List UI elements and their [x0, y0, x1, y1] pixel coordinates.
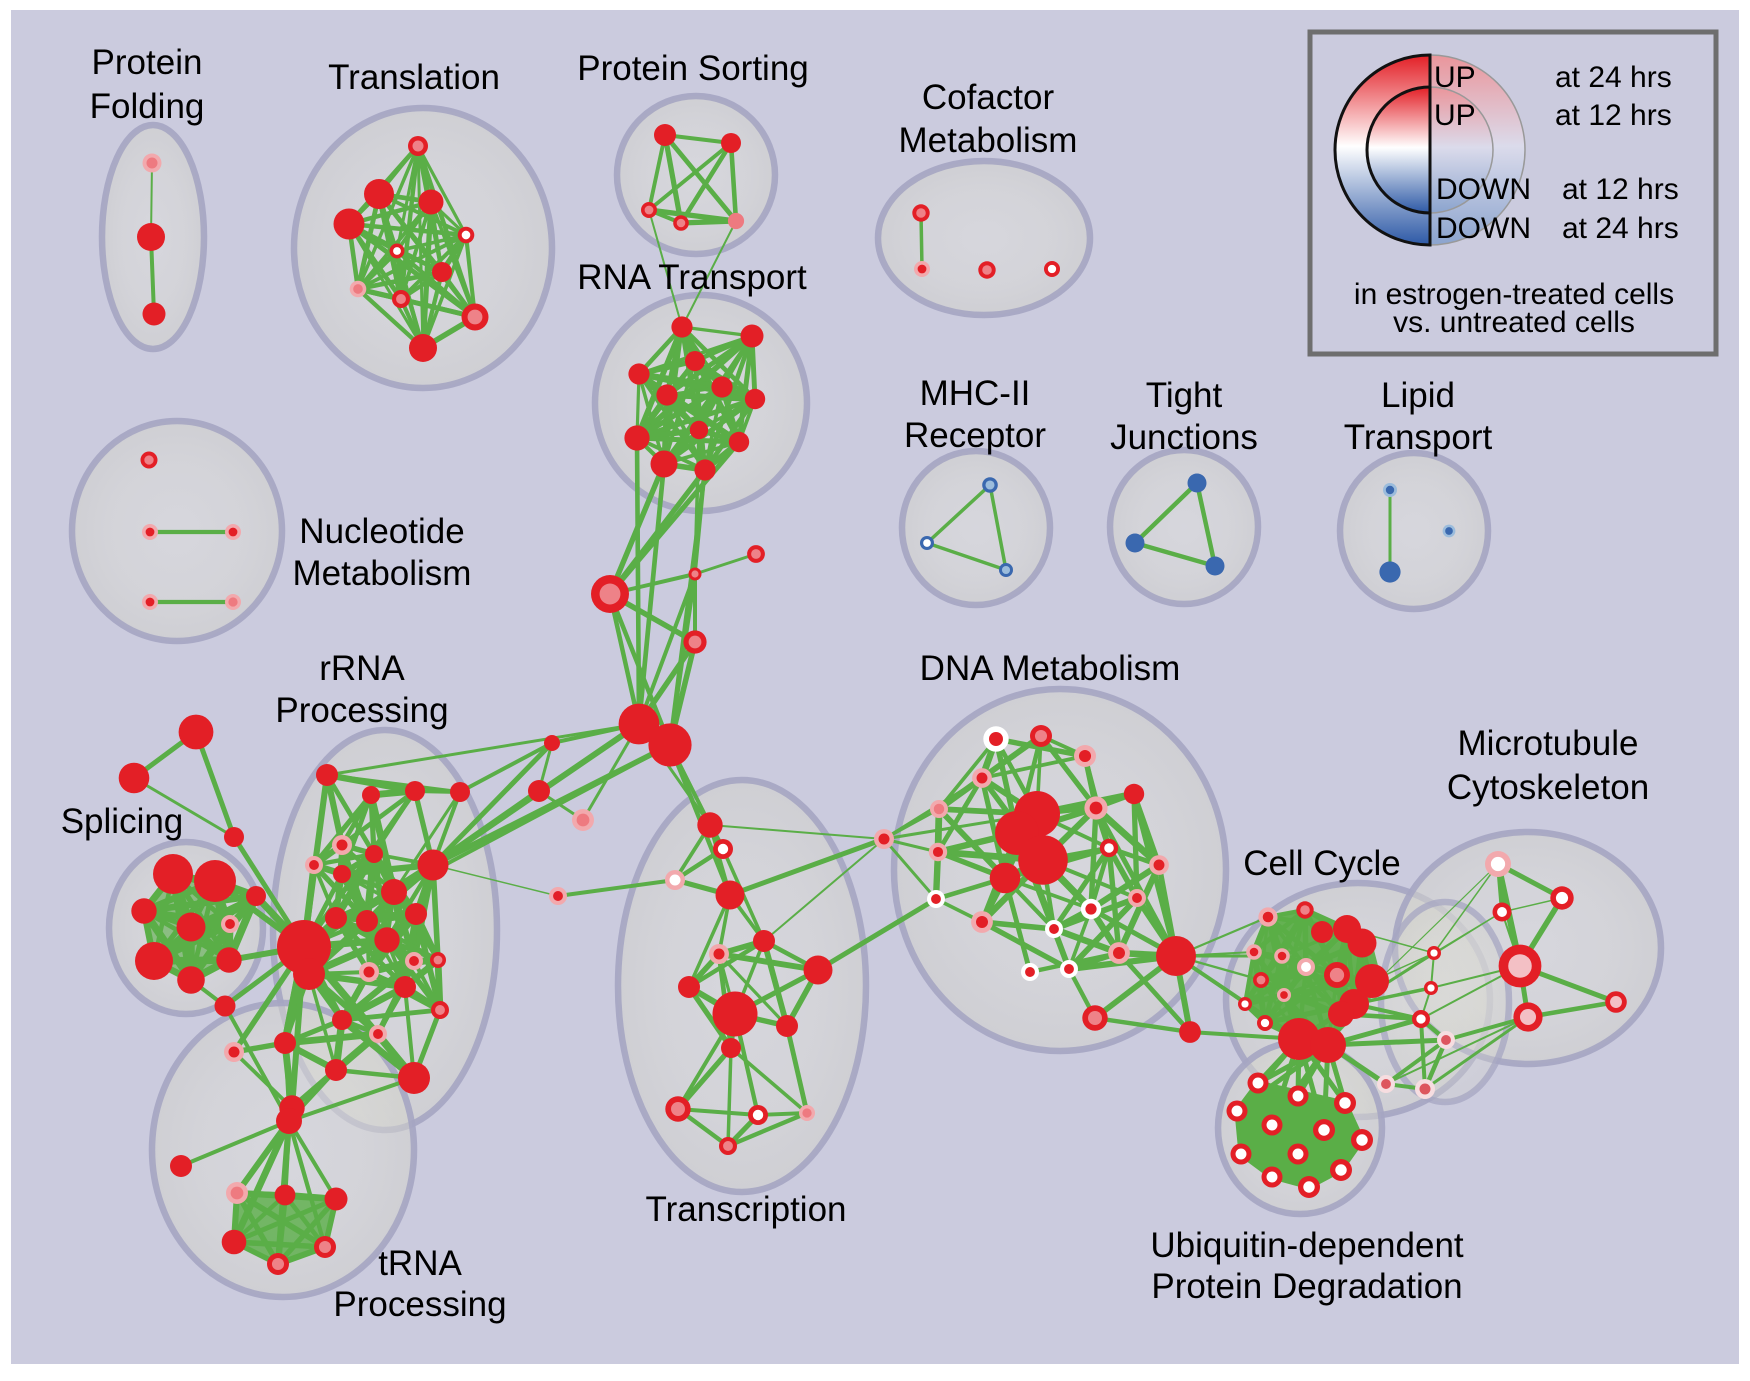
svg-text:Transcription: Transcription	[646, 1190, 847, 1229]
svg-text:rRNA: rRNA	[319, 649, 405, 688]
svg-text:Transport: Transport	[1344, 418, 1493, 457]
svg-text:Nucleotide: Nucleotide	[299, 512, 464, 551]
svg-text:tRNA: tRNA	[378, 1244, 462, 1283]
svg-text:Metabolism: Metabolism	[293, 554, 472, 593]
svg-text:Splicing: Splicing	[61, 802, 184, 841]
svg-text:vs. untreated cells: vs. untreated cells	[1393, 306, 1635, 339]
svg-text:DOWN: DOWN	[1436, 212, 1531, 245]
svg-text:UP: UP	[1434, 99, 1476, 132]
svg-text:Microtubule: Microtubule	[1458, 724, 1639, 763]
svg-text:Processing: Processing	[333, 1285, 506, 1324]
svg-text:at 12 hrs: at 12 hrs	[1562, 173, 1679, 206]
svg-text:Protein: Protein	[92, 43, 203, 82]
svg-text:at 24 hrs: at 24 hrs	[1555, 61, 1672, 94]
svg-text:Tight: Tight	[1146, 376, 1223, 415]
svg-text:at 12 hrs: at 12 hrs	[1555, 99, 1672, 132]
svg-text:Cell Cycle: Cell Cycle	[1243, 844, 1401, 883]
svg-text:MHC-II: MHC-II	[920, 374, 1031, 413]
svg-text:UP: UP	[1434, 61, 1476, 94]
svg-text:Cytoskeleton: Cytoskeleton	[1447, 768, 1649, 807]
svg-text:Folding: Folding	[90, 87, 205, 126]
svg-text:Junctions: Junctions	[1110, 418, 1258, 457]
svg-text:RNA Transport: RNA Transport	[577, 258, 807, 297]
svg-text:Receptor: Receptor	[904, 416, 1046, 455]
svg-text:Lipid: Lipid	[1381, 376, 1455, 415]
svg-text:in estrogen-treated cells: in estrogen-treated cells	[1354, 278, 1674, 311]
svg-text:Cofactor: Cofactor	[922, 78, 1055, 117]
svg-text:DNA Metabolism: DNA Metabolism	[920, 649, 1181, 688]
svg-text:Ubiquitin-dependent: Ubiquitin-dependent	[1150, 1226, 1464, 1265]
svg-text:Protein Sorting: Protein Sorting	[577, 49, 809, 88]
svg-text:Metabolism: Metabolism	[899, 121, 1078, 160]
svg-text:DOWN: DOWN	[1436, 173, 1531, 206]
svg-text:at 24 hrs: at 24 hrs	[1562, 212, 1679, 245]
svg-text:Processing: Processing	[275, 691, 448, 730]
svg-text:Protein Degradation: Protein Degradation	[1151, 1267, 1462, 1306]
svg-text:Translation: Translation	[328, 58, 500, 97]
